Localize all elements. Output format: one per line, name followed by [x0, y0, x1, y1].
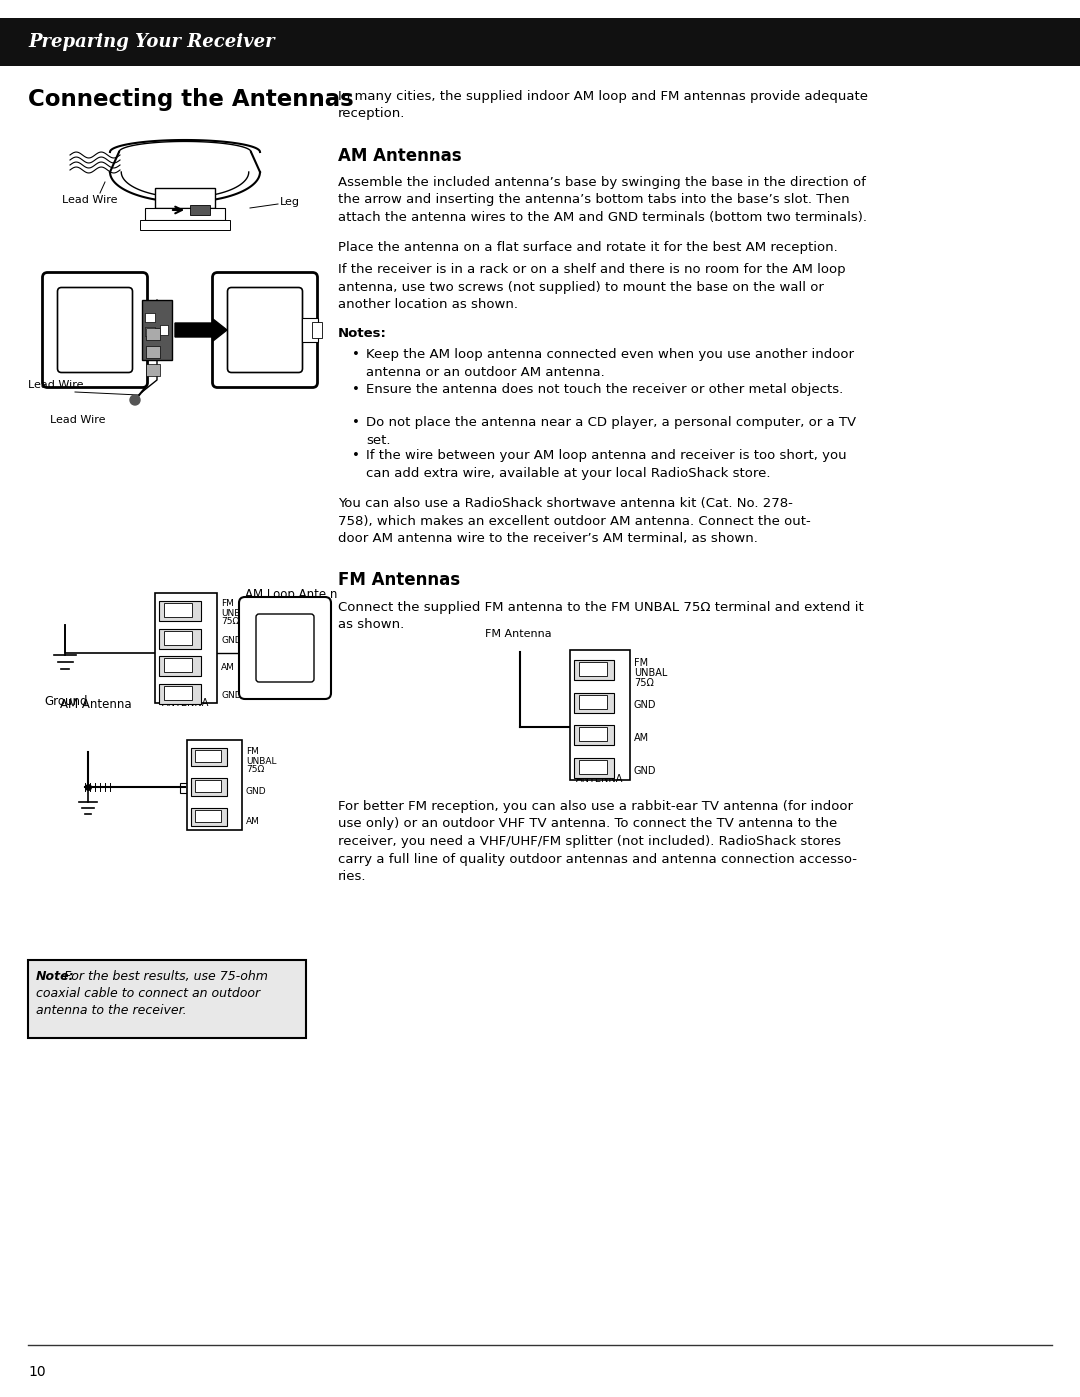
Text: •: • — [352, 348, 360, 360]
Text: GND: GND — [221, 636, 242, 645]
Bar — [573, 725, 615, 745]
Text: Assemble the included antenna’s base by swinging the base in the direction of
th: Assemble the included antenna’s base by … — [338, 176, 867, 224]
Text: FM Antennas: FM Antennas — [338, 571, 460, 590]
Text: AM Loop Ante n: AM Loop Ante n — [245, 588, 337, 601]
Bar — [28, 960, 306, 1038]
Bar — [164, 630, 192, 644]
Bar — [573, 757, 615, 778]
Text: Notes:: Notes: — [338, 327, 387, 339]
Bar — [570, 650, 630, 780]
Bar — [164, 604, 192, 617]
Text: For better FM reception, you can also use a rabbit-ear TV antenna (for indoor
us: For better FM reception, you can also us… — [338, 800, 858, 883]
Bar — [191, 778, 227, 796]
Bar — [573, 693, 615, 712]
Bar — [146, 365, 160, 376]
Text: Connecting the Antennas: Connecting the Antennas — [28, 88, 354, 110]
Bar — [579, 662, 607, 676]
Bar — [159, 657, 201, 676]
FancyBboxPatch shape — [213, 272, 318, 387]
Bar — [191, 747, 227, 766]
Bar — [164, 658, 192, 672]
Bar — [160, 326, 168, 335]
Text: Lead Wire: Lead Wire — [50, 415, 106, 425]
Bar — [0, 18, 1080, 66]
Bar — [579, 726, 607, 740]
Text: AM: AM — [634, 733, 649, 743]
Text: Place the antenna on a flat surface and rotate it for the best AM reception.: Place the antenna on a flat surface and … — [338, 242, 838, 254]
Bar — [156, 592, 217, 703]
Text: GND: GND — [246, 787, 267, 795]
Text: If the receiver is in a rack or on a shelf and there is no room for the AM loop
: If the receiver is in a rack or on a she… — [338, 263, 846, 312]
Text: Keep the AM loop antenna connected even when you use another indoor
antenna or a: Keep the AM loop antenna connected even … — [366, 348, 854, 379]
Bar — [191, 807, 227, 826]
Text: Connect the supplied FM antenna to the FM UNBAL 75Ω terminal and extend it
as sh: Connect the supplied FM antenna to the F… — [338, 601, 864, 631]
Bar — [190, 205, 210, 215]
Bar — [159, 601, 201, 622]
Text: FM
UNBAL
75Ω: FM UNBAL 75Ω — [246, 747, 276, 774]
Bar — [143, 314, 161, 345]
Bar — [312, 321, 322, 338]
Bar — [145, 208, 225, 219]
Bar — [145, 313, 154, 321]
Bar — [195, 780, 221, 792]
Text: Leg: Leg — [280, 197, 300, 207]
Text: Lead Wire: Lead Wire — [62, 196, 118, 205]
Bar — [146, 328, 160, 339]
Text: If the wire between your AM loop antenna and receiver is too short, you
can add : If the wire between your AM loop antenna… — [366, 448, 847, 479]
Text: FM
UNBAL
75Ω: FM UNBAL 75Ω — [221, 599, 252, 626]
FancyBboxPatch shape — [42, 272, 148, 387]
Text: LOOP
ANTENNA: LOOP ANTENNA — [162, 687, 210, 708]
Text: Preparing Your Receiver: Preparing Your Receiver — [28, 34, 274, 52]
Text: GND: GND — [634, 766, 657, 775]
Bar — [140, 219, 230, 231]
Circle shape — [130, 395, 140, 405]
Text: GND: GND — [221, 692, 242, 700]
Text: AM Antenna: AM Antenna — [60, 698, 132, 711]
Bar — [164, 686, 192, 700]
Text: AM Antennas: AM Antennas — [338, 147, 461, 165]
Text: AM: AM — [221, 664, 234, 672]
Text: LOOP
ANTENNA: LOOP ANTENNA — [577, 763, 623, 784]
Text: AM: AM — [246, 816, 260, 826]
Bar — [302, 319, 318, 342]
Bar — [141, 300, 172, 360]
Text: GND: GND — [634, 700, 657, 711]
FancyBboxPatch shape — [256, 615, 314, 682]
Text: For the best results, use 75-ohm
coaxial cable to connect an outdoor
antenna to : For the best results, use 75-ohm coaxial… — [36, 970, 268, 1017]
Bar — [156, 189, 215, 208]
FancyBboxPatch shape — [57, 288, 133, 373]
Text: •: • — [352, 383, 360, 395]
Text: You can also use a RadioShack shortwave antenna kit (Cat. No. 278-
758), which m: You can also use a RadioShack shortwave … — [338, 497, 811, 545]
Text: In many cities, the supplied indoor AM loop and FM antennas provide adequate
rec: In many cities, the supplied indoor AM l… — [338, 89, 868, 120]
Bar — [573, 659, 615, 680]
Bar — [187, 740, 242, 830]
Text: •: • — [352, 448, 360, 462]
Bar — [195, 750, 221, 761]
Bar — [579, 694, 607, 708]
Text: FM Antenna: FM Antenna — [485, 629, 552, 638]
Bar — [159, 629, 201, 648]
Text: Ground: Ground — [44, 694, 87, 708]
Text: 10: 10 — [28, 1365, 45, 1379]
Bar — [145, 327, 154, 337]
FancyBboxPatch shape — [239, 597, 330, 698]
Bar — [195, 810, 221, 821]
FancyBboxPatch shape — [228, 288, 302, 373]
Text: FM
UNBAL
75Ω: FM UNBAL 75Ω — [634, 658, 667, 687]
Bar — [180, 782, 190, 793]
Text: Ensure the antenna does not touch the receiver or other metal objects.: Ensure the antenna does not touch the re… — [366, 383, 843, 395]
Text: Do not place the antenna near a CD player, a personal computer, or a TV
set.: Do not place the antenna near a CD playe… — [366, 416, 856, 447]
Text: Lead Wire: Lead Wire — [28, 380, 83, 390]
Bar — [159, 683, 201, 704]
FancyArrow shape — [175, 319, 227, 341]
Bar — [579, 760, 607, 774]
Text: •: • — [352, 416, 360, 429]
Text: Note:: Note: — [36, 970, 75, 983]
Bar — [146, 346, 160, 358]
